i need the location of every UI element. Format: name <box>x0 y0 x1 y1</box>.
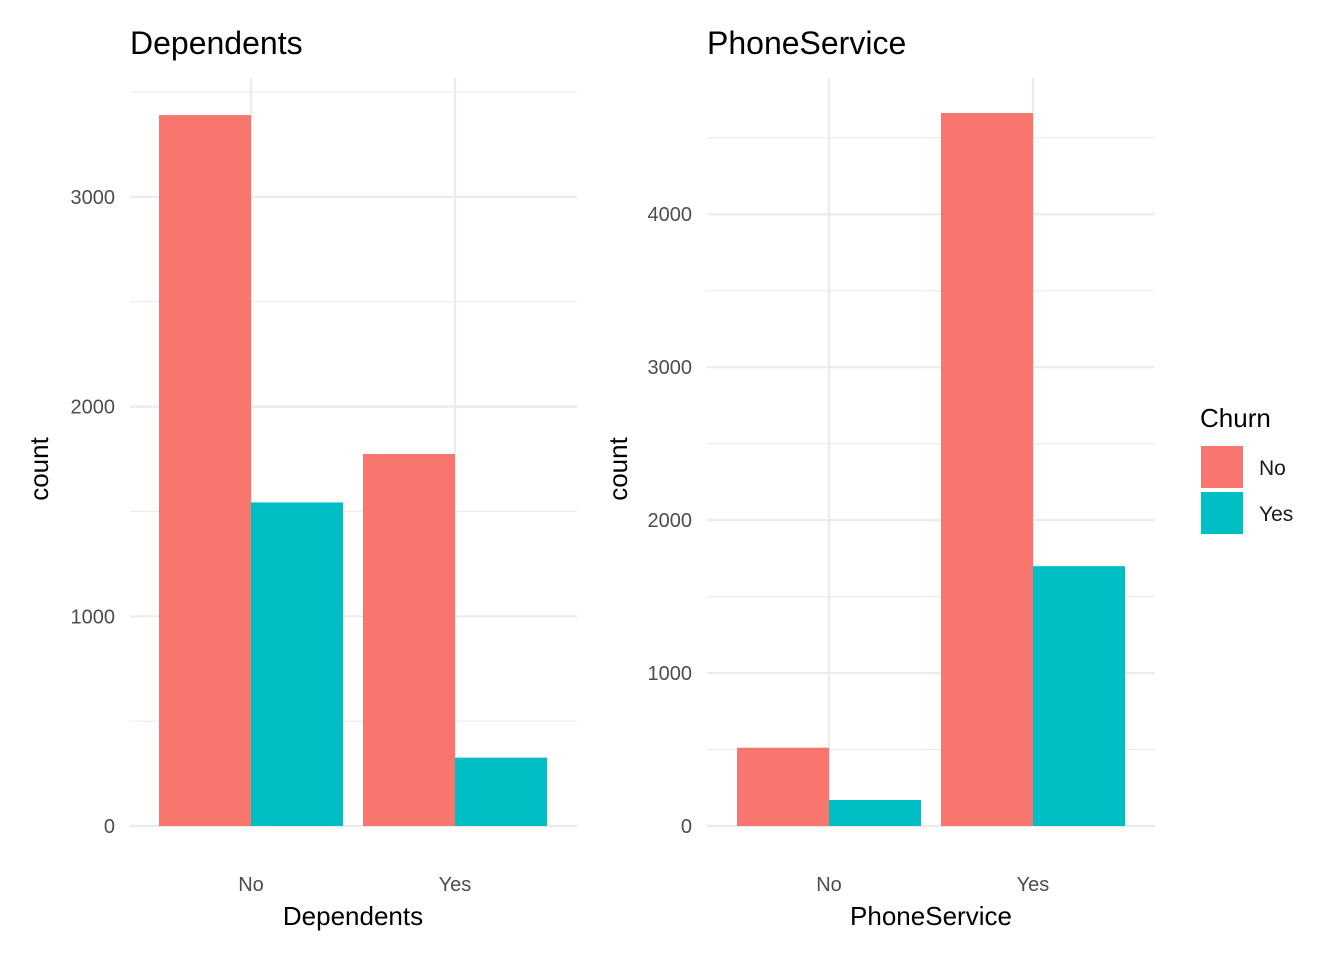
dependents-x-tick-label: No <box>238 874 264 896</box>
phoneservice-bar-yes-churn-no <box>941 113 1033 826</box>
dependents-y-axis-title: count <box>24 436 54 500</box>
dependents-x-tick-label: Yes <box>439 874 472 896</box>
phoneservice-y-axis-title: count <box>603 436 633 500</box>
phoneservice-bar-no-churn-yes <box>829 800 921 826</box>
dependents-y-tick-label: 3000 <box>71 187 116 209</box>
dependents-chart-title: Dependents <box>130 25 303 61</box>
legend-title: Churn <box>1200 403 1271 433</box>
legend-label-yes: Yes <box>1259 503 1293 526</box>
dependents-bar-yes-churn-no <box>363 453 455 826</box>
dependents-x-axis-title: Dependents <box>283 901 423 931</box>
phoneservice-x-tick-label: Yes <box>1017 874 1050 896</box>
dependents-bar-yes-churn-yes <box>455 757 547 826</box>
churn-legend: Churn No Yes <box>1200 403 1293 534</box>
dependents-bar-no-churn-yes <box>251 502 343 826</box>
dependents-y-tick-label: 2000 <box>71 397 116 419</box>
phoneservice-bar-no-churn-no <box>737 747 829 826</box>
legend-key-yes <box>1201 492 1243 534</box>
dependents-bar-no-churn-no <box>159 115 251 827</box>
phoneservice-chart-title: PhoneService <box>707 25 906 61</box>
phoneservice-x-axis-title: PhoneService <box>850 901 1012 931</box>
phoneservice-y-tick-label: 2000 <box>648 510 693 532</box>
phoneservice-y-tick-label: 1000 <box>648 663 693 685</box>
legend-label-no: No <box>1259 457 1286 480</box>
dependents-y-tick-label: 0 <box>104 816 115 838</box>
legend-key-no <box>1201 446 1243 488</box>
phoneservice-y-tick-label: 4000 <box>648 204 693 226</box>
dependents-y-tick-label: 1000 <box>71 606 116 628</box>
phoneservice-y-tick-label: 3000 <box>648 357 693 379</box>
dependents-panel: 0 1000 2000 3000 No Yes Dependents Dependents co… <box>24 25 577 931</box>
phoneservice-y-tick-label: 0 <box>681 816 692 838</box>
phoneservice-bar-yes-churn-yes <box>1033 566 1125 826</box>
phoneservice-x-tick-label: No <box>816 874 842 896</box>
